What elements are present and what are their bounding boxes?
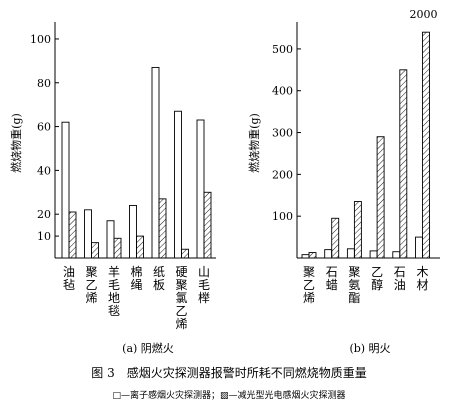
bar-photoelectric xyxy=(113,237,122,259)
bar-ionization xyxy=(151,66,160,259)
x-category-label: 纸板 xyxy=(153,265,165,292)
bar-photoelectric xyxy=(68,211,77,259)
figure-caption: 图 3 感烟火灾探测器报警时所耗不同燃烧物质重量 xyxy=(91,366,367,380)
bar-ionization xyxy=(61,121,70,259)
y-tick-label: 60 xyxy=(37,121,51,134)
figure-legend: □—离子感烟火灾探测器；▨—减光型光电感烟火灾探测器 xyxy=(112,391,346,401)
x-category-label: 石蜡 xyxy=(326,265,338,292)
y-tick-label: 300 xyxy=(272,127,293,140)
bar-photoelectric xyxy=(203,191,212,259)
y-tick-label: 100 xyxy=(272,210,293,223)
bar-ionization xyxy=(129,204,137,259)
x-category-label: 聚乙烯 xyxy=(85,265,97,305)
bar-photoelectric xyxy=(353,201,362,259)
value-annotation: 2000 xyxy=(410,8,438,21)
bar-photoelectric xyxy=(331,217,340,259)
bar-ionization xyxy=(369,250,378,259)
bar-ionization xyxy=(301,254,310,259)
bar-photoelectric xyxy=(181,248,189,259)
y-tick-label: 500 xyxy=(272,43,293,56)
x-category-label: 硬聚氯乙烯 xyxy=(175,265,187,331)
bar-ionization xyxy=(174,110,182,259)
bar-photoelectric xyxy=(158,198,167,259)
bar-ionization xyxy=(346,248,355,259)
x-category-label: 羊毛地毯 xyxy=(108,264,120,318)
bar-ionization xyxy=(84,209,92,259)
x-category-label: 木材 xyxy=(416,265,428,292)
x-category-label: 油毡 xyxy=(63,265,75,292)
x-category-label: 聚乙烯 xyxy=(303,265,315,305)
bar-photoelectric xyxy=(136,235,144,259)
y-axis-label: 燃烧物重(g) xyxy=(247,113,261,173)
bar-photoelectric xyxy=(308,252,317,259)
y-tick-label: 40 xyxy=(37,164,51,177)
bar-photoelectric xyxy=(399,69,408,259)
x-category-label: 石油 xyxy=(394,265,406,292)
y-tick-label: 20 xyxy=(37,208,51,221)
y-tick-label: 80 xyxy=(37,77,51,90)
y-tick-label: 400 xyxy=(272,85,293,98)
x-category-label: 乙醇 xyxy=(371,265,383,292)
bar-photoelectric xyxy=(376,136,385,259)
y-tick-label: 10 xyxy=(37,230,51,243)
bar-ionization xyxy=(196,119,205,259)
y-tick-label: 200 xyxy=(272,168,293,181)
y-tick-label: 100 xyxy=(30,33,51,46)
bar-ionization xyxy=(392,251,401,259)
bar-photoelectric xyxy=(422,31,430,259)
chart-subtitle: (b) 明火 xyxy=(349,342,390,355)
bar-ionization xyxy=(106,220,115,259)
bar-ionization xyxy=(324,249,333,259)
x-category-label: 山毛榉 xyxy=(198,265,210,305)
bar-photoelectric xyxy=(91,242,99,259)
chart-subtitle: (a) 阴燃火 xyxy=(122,341,174,355)
chart-a-smoldering: 10 20 40 60 80 100 燃烧物重(g) 油毡聚乙烯羊毛地毯棉绳纸板硬聚氯乙烯山毛… xyxy=(9,22,216,355)
y-axis-label: 燃烧物重(g) xyxy=(9,113,23,173)
bar-ionization xyxy=(415,236,423,259)
x-category-label: 聚氨酯 xyxy=(348,265,360,305)
x-category-label: 棉绳 xyxy=(130,265,142,292)
